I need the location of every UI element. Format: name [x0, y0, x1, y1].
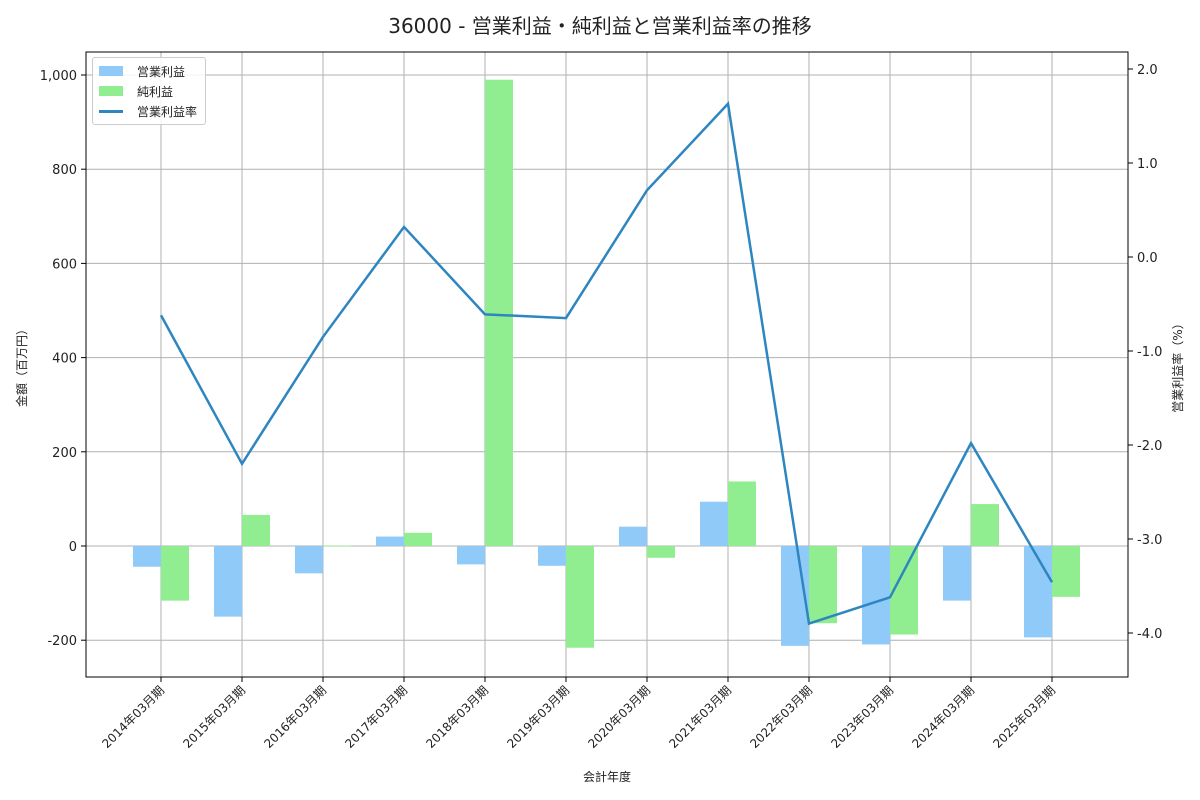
- legend-item-operating-profit: 営業利益: [99, 61, 197, 81]
- svg-text:2025年03月期: 2025年03月期: [990, 683, 1058, 751]
- left-y-axis: -200 0 200 400 600 800 1,000: [40, 69, 86, 649]
- net-profit-bar: [404, 532, 432, 546]
- x-axis-label: 会計年度: [583, 769, 631, 784]
- operating-profit-bar: [376, 536, 404, 546]
- svg-text:800: 800: [52, 163, 77, 178]
- x-axis: 2014年03月期 2015年03月期 2016年03月期 2017年03月期 2018…: [99, 677, 1058, 751]
- left-y-axis-label: 金額（百万円）: [14, 323, 29, 407]
- margin-line-series: [159, 101, 1054, 626]
- svg-text:0: 0: [69, 540, 77, 555]
- svg-text:2018年03月期: 2018年03月期: [423, 683, 491, 751]
- svg-text:2014年03月期: 2014年03月期: [99, 683, 167, 751]
- grid-lines: [86, 52, 1128, 677]
- svg-text:600: 600: [52, 257, 77, 272]
- svg-text:200: 200: [52, 446, 77, 461]
- svg-text:2022年03月期: 2022年03月期: [747, 683, 815, 751]
- legend-label: 営業利益: [137, 64, 186, 79]
- svg-text:2020年03月期: 2020年03月期: [585, 683, 653, 751]
- svg-text:-1.0: -1.0: [1137, 345, 1162, 360]
- svg-text:1,000: 1,000: [40, 69, 77, 84]
- operating-profit-bar: [214, 546, 242, 617]
- svg-text:2017年03月期: 2017年03月期: [342, 683, 410, 751]
- svg-text:2.0: 2.0: [1137, 63, 1158, 78]
- operating-profit-bar: [700, 501, 728, 546]
- net-profit-swatch-icon: [99, 86, 123, 96]
- legend: 営業利益 純利益 営業利益率: [92, 57, 207, 125]
- net-profit-bar: [809, 546, 837, 624]
- svg-text:-2.0: -2.0: [1137, 439, 1162, 454]
- svg-text:-200: -200: [47, 634, 77, 649]
- svg-text:-4.0: -4.0: [1137, 627, 1162, 642]
- right-y-axis: -4.0 -3.0 -2.0 -1.0 0.0 1.0 2.0: [1128, 63, 1162, 642]
- svg-text:400: 400: [52, 352, 77, 367]
- svg-text:2015年03月期: 2015年03月期: [180, 683, 248, 751]
- net-profit-bar: [323, 545, 351, 547]
- net-profit-bar: [728, 481, 756, 546]
- operating-profit-bar: [862, 546, 890, 645]
- chart-title: 36000 - 営業利益・純利益と営業利益率の推移: [388, 14, 812, 38]
- legend-label: 営業利益率: [137, 104, 198, 119]
- operating-profit-bar: [1024, 546, 1052, 638]
- operating-profit-bar: [295, 546, 323, 574]
- legend-item-margin: 営業利益率: [99, 101, 197, 121]
- operating-profit-bar: [133, 546, 161, 567]
- operating-profit-bar: [457, 546, 485, 565]
- net-profit-bar: [971, 504, 999, 546]
- svg-text:2016年03月期: 2016年03月期: [261, 683, 329, 751]
- svg-text:2024年03月期: 2024年03月期: [909, 683, 977, 751]
- operating-profit-swatch-icon: [99, 66, 123, 76]
- bar-series: [133, 79, 1080, 648]
- margin-line-swatch-icon: [99, 109, 123, 113]
- svg-text:-3.0: -3.0: [1137, 533, 1162, 548]
- net-profit-bar: [1052, 546, 1080, 597]
- net-profit-bar: [161, 546, 189, 601]
- svg-text:1.0: 1.0: [1137, 157, 1158, 172]
- net-profit-bar: [242, 514, 270, 546]
- svg-text:2023年03月期: 2023年03月期: [828, 683, 896, 751]
- operating-profit-bar: [538, 546, 566, 566]
- net-profit-bar: [647, 546, 675, 558]
- legend-item-net-profit: 純利益: [99, 81, 197, 101]
- net-profit-bar: [566, 546, 594, 648]
- operating-profit-bar: [619, 526, 647, 546]
- legend-label: 純利益: [137, 84, 174, 99]
- operating-profit-bar: [943, 546, 971, 601]
- net-profit-bar: [485, 79, 513, 547]
- svg-text:2021年03月期: 2021年03月期: [666, 683, 734, 751]
- svg-text:2019年03月期: 2019年03月期: [504, 683, 572, 751]
- svg-text:0.0: 0.0: [1137, 251, 1158, 266]
- plot-frame: [85, 51, 1129, 678]
- right-y-axis-label: 営業利益率（%）: [1170, 317, 1185, 412]
